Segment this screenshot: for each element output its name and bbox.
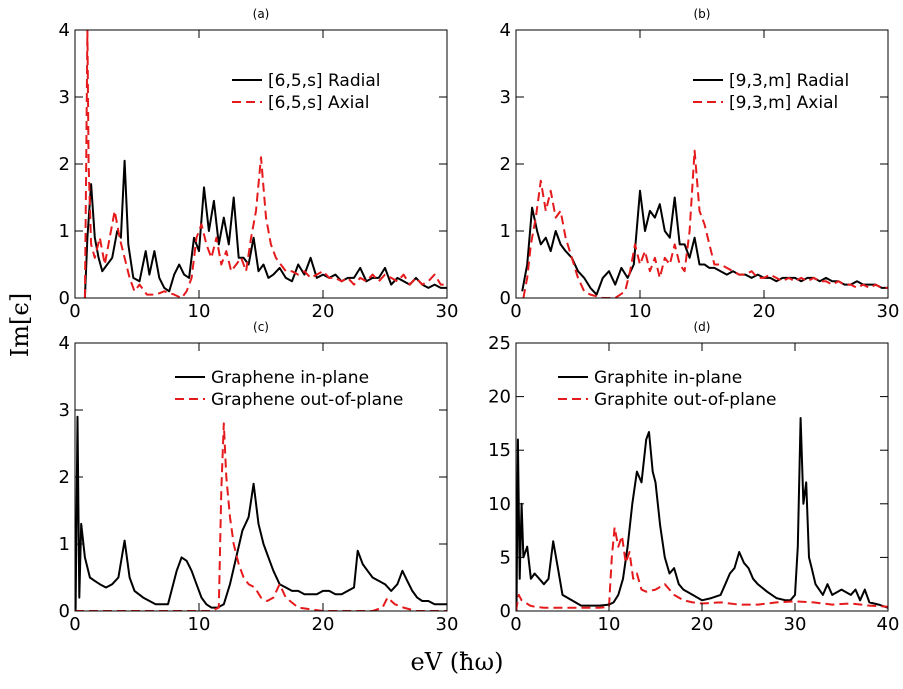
x-tick-label: 20 bbox=[753, 301, 776, 322]
x-tick-label: 0 bbox=[69, 301, 80, 322]
y-tick-label: 0 bbox=[500, 601, 511, 622]
x-tick-label: 0 bbox=[69, 614, 80, 635]
panel-label: (d) bbox=[694, 320, 711, 334]
y-tick-label: 4 bbox=[500, 20, 511, 41]
y-tick-label: 3 bbox=[59, 400, 70, 421]
y-tick-label: 5 bbox=[500, 547, 511, 568]
legend-entry: Graphene in-plane bbox=[211, 368, 369, 388]
y-tick-label: 2 bbox=[500, 154, 511, 175]
legend-entry: [6,5,s] Axial bbox=[268, 93, 370, 113]
x-tick-label: 10 bbox=[188, 301, 211, 322]
legend-entry: Graphite out-of-plane bbox=[594, 390, 776, 410]
legend-entry: [9,3,m] Radial bbox=[729, 71, 849, 91]
y-tick-label: 10 bbox=[488, 494, 511, 515]
x-tick-label: 10 bbox=[598, 614, 621, 635]
x-tick-label: 10 bbox=[188, 614, 211, 635]
legend-entry: [9,3,m] Axial bbox=[729, 93, 838, 113]
x-tick-label: 0 bbox=[510, 614, 521, 635]
series-line-2 bbox=[83, 30, 447, 298]
y-tick-label: 2 bbox=[59, 467, 70, 488]
y-tick-label: 4 bbox=[59, 20, 70, 41]
y-tick-label: 0 bbox=[59, 601, 70, 622]
y-tick-label: 3 bbox=[500, 87, 511, 108]
x-tick-label: 10 bbox=[629, 301, 652, 322]
y-tick-label: 1 bbox=[500, 221, 511, 242]
x-tick-label: 30 bbox=[436, 614, 459, 635]
x-tick-label: 20 bbox=[691, 614, 714, 635]
series-line-1 bbox=[521, 189, 888, 296]
legend-entry: [6,5,s] Radial bbox=[268, 71, 380, 91]
y-tick-label: 1 bbox=[59, 221, 70, 242]
y-tick-label: 25 bbox=[488, 333, 511, 354]
panel-1: (a) 0 10 20 30 0 1 2 3 4 [6,5,s] Radial[6,5,s] Axi… bbox=[59, 7, 459, 322]
panel-label: (a) bbox=[253, 7, 270, 21]
series-line-2 bbox=[75, 422, 447, 611]
x-tick-label: 30 bbox=[877, 301, 900, 322]
x-tick-label: 40 bbox=[877, 614, 900, 635]
series-line-1 bbox=[75, 415, 447, 611]
y-tick-label: 0 bbox=[500, 288, 511, 309]
x-tick-label: 20 bbox=[312, 614, 335, 635]
x-tick-label: 20 bbox=[312, 301, 335, 322]
y-tick-label: 20 bbox=[488, 387, 511, 408]
panel-3: (c) 0 10 20 30 0 1 2 3 4 Graphene in-planeGraphene… bbox=[59, 320, 459, 635]
y-tick-label: 3 bbox=[59, 87, 70, 108]
panel-label: (b) bbox=[694, 7, 711, 21]
y-axis-title: Im[ϵ] bbox=[6, 293, 34, 357]
panel-2: (b) 0 10 20 30 0 1 2 3 4 [9,3,m] Radial[9,3,m] Axi… bbox=[500, 7, 900, 322]
y-tick-label: 2 bbox=[59, 154, 70, 175]
legend-entry: Graphene out-of-plane bbox=[211, 390, 403, 410]
y-tick-label: 15 bbox=[488, 440, 511, 461]
series-line-2 bbox=[522, 149, 888, 298]
series-line-1 bbox=[516, 417, 888, 611]
x-tick-label: 0 bbox=[510, 301, 521, 322]
y-tick-label: 0 bbox=[59, 288, 70, 309]
series-line-1 bbox=[83, 159, 447, 298]
y-tick-label: 1 bbox=[59, 534, 70, 555]
x-tick-label: 30 bbox=[784, 614, 807, 635]
x-tick-label: 30 bbox=[436, 301, 459, 322]
x-axis-title: eV (ħω) bbox=[411, 648, 504, 676]
panel-4: (d) 0 10 20 30 40 0 5 10 15 20 25 Graphite in-planeG… bbox=[488, 320, 899, 635]
panel-label: (c) bbox=[253, 320, 269, 334]
series-line-2 bbox=[516, 526, 888, 611]
y-tick-label: 4 bbox=[59, 333, 70, 354]
legend-entry: Graphite in-plane bbox=[594, 368, 742, 388]
